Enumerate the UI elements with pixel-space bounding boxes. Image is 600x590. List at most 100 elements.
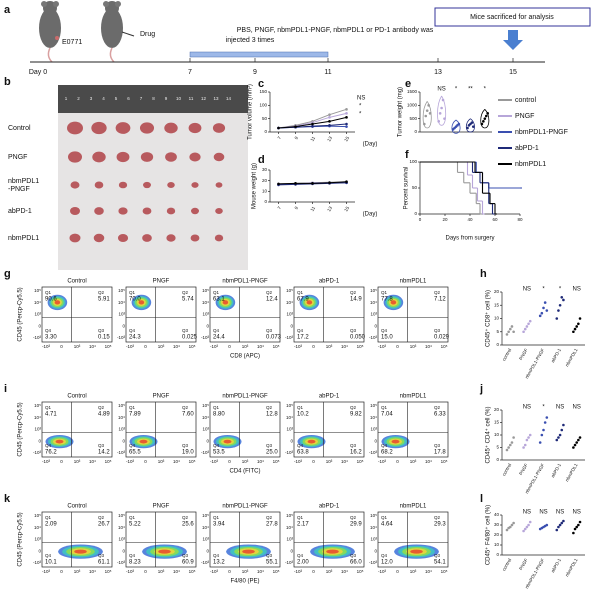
quadrant-label: Q1 — [297, 290, 304, 295]
data-point — [457, 122, 461, 126]
y-tick-label: 1500 — [407, 89, 418, 94]
flow-title: PNGF — [153, 394, 170, 400]
quadrant-label: Q4 — [213, 553, 220, 558]
quadrant-label: Q4 — [45, 443, 52, 448]
tumor — [188, 122, 202, 134]
tumor — [68, 151, 82, 163]
data-point — [562, 298, 565, 302]
flow-title: Control — [67, 279, 86, 285]
flow-y-tick: 10⁵ — [118, 403, 125, 408]
flow-y-tick: 10⁴ — [118, 300, 125, 305]
data-point — [328, 113, 331, 116]
flow-y-tick: 10⁵ — [202, 403, 209, 408]
flow-x-tick: 10⁴ — [257, 459, 264, 464]
quadrant-value: 5.22 — [129, 522, 141, 528]
flow-x-tick: 10³ — [242, 459, 249, 464]
category-label: control — [501, 348, 512, 362]
x-tick-label: 40 — [467, 217, 473, 222]
y-tick-label: 15 — [494, 420, 500, 425]
flow-y-tick: 10⁵ — [202, 288, 209, 293]
tumor — [142, 207, 152, 215]
flow-x-tick: 0 — [60, 344, 63, 349]
tumor — [70, 181, 80, 189]
flow-y-tick: 10⁴ — [118, 415, 125, 420]
flow-y-tick: -10³ — [201, 450, 210, 455]
flow-y-tick: 10⁴ — [370, 415, 377, 420]
quadrant-value: 67.9 — [297, 297, 309, 303]
data-point — [575, 525, 578, 529]
flow-y-tick: -10³ — [285, 560, 294, 565]
y-tick-label: 50 — [412, 185, 418, 190]
ruler-number: 5 — [115, 96, 118, 101]
data-point — [509, 525, 512, 529]
ruler-number: 3 — [90, 96, 93, 101]
data-point — [522, 330, 525, 334]
flow-x-tick: 10³ — [158, 569, 165, 574]
flow-title: PNGF — [153, 504, 170, 510]
density-contour — [390, 300, 397, 305]
panel-letter: h — [480, 268, 487, 280]
flow-y-tick: 10⁵ — [286, 288, 293, 293]
flow-y-tick: 0 — [290, 323, 293, 328]
quadrant-label: Q3 — [350, 553, 357, 558]
data-point — [578, 520, 582, 524]
quadrant-label: Q1 — [129, 405, 136, 410]
day-label: 13 — [434, 69, 442, 76]
flow-x-tick: -10³ — [378, 569, 387, 574]
x-tick-label: 15 — [343, 205, 350, 212]
panel-letter: l — [480, 493, 483, 505]
significance: * — [455, 87, 458, 93]
significance: NS — [539, 510, 547, 516]
endpoint-text: Mice sacrificed for analysis — [470, 14, 554, 21]
quadrant-value: 65.5 — [129, 450, 141, 456]
y-axis-label: Tumor weight (mg) — [398, 87, 404, 137]
flow-y-tick: 10⁵ — [118, 288, 125, 293]
day-label: 9 — [253, 69, 257, 76]
flow-x-tick: 10³ — [410, 459, 417, 464]
flow-x-tick: 10⁴ — [257, 344, 264, 349]
flow-x-tick: 10³ — [242, 569, 249, 574]
quadrant-label: Q1 — [297, 405, 304, 410]
density-contour — [55, 439, 64, 444]
tumor — [116, 151, 130, 163]
y-axis-label: Percent survival — [404, 167, 410, 210]
data-point — [441, 98, 445, 102]
flow-x-tick: -10³ — [378, 459, 387, 464]
data-point — [528, 520, 532, 524]
violin — [465, 118, 475, 133]
flow-frame — [125, 511, 197, 568]
quadrant-value: 0.029 — [434, 335, 450, 341]
data-point — [423, 122, 426, 126]
significance: NS — [523, 405, 531, 411]
flow-x-tick: 0 — [312, 569, 315, 574]
category-label: PNGF — [518, 557, 529, 571]
density-contour — [222, 300, 229, 305]
flow-x-tick: 10³ — [74, 344, 81, 349]
quadrant-label: Q3 — [98, 443, 105, 448]
data-point — [577, 523, 580, 527]
flow-x-tick: 10⁴ — [173, 344, 180, 349]
flow-y-tick: 0 — [122, 323, 125, 328]
data-point — [311, 182, 314, 185]
data-point — [522, 529, 525, 533]
quadrant-label: Q2 — [98, 405, 105, 410]
tumor — [118, 181, 128, 189]
quadrant-value: 4.64 — [381, 522, 393, 528]
tumor — [117, 233, 129, 243]
quadrant-value: 27.8 — [266, 522, 278, 528]
flow-y-tick: 10³ — [34, 537, 41, 542]
flow-x-tick: 10⁵ — [441, 459, 448, 464]
flow-title: nbmPDL1-PNGF — [222, 394, 268, 400]
ruler-number: 10 — [176, 96, 182, 101]
quadrant-value: 61.1 — [98, 560, 110, 566]
quadrant-value: 0.15 — [98, 335, 110, 341]
data-point — [540, 311, 544, 315]
y-tick-label: 0 — [496, 552, 499, 557]
data-point — [522, 446, 525, 449]
data-point — [560, 521, 564, 525]
density-contour — [139, 439, 148, 444]
flow-x-tick: 10⁵ — [357, 569, 364, 574]
tumor — [164, 122, 178, 134]
panel-letter: a — [4, 4, 11, 16]
